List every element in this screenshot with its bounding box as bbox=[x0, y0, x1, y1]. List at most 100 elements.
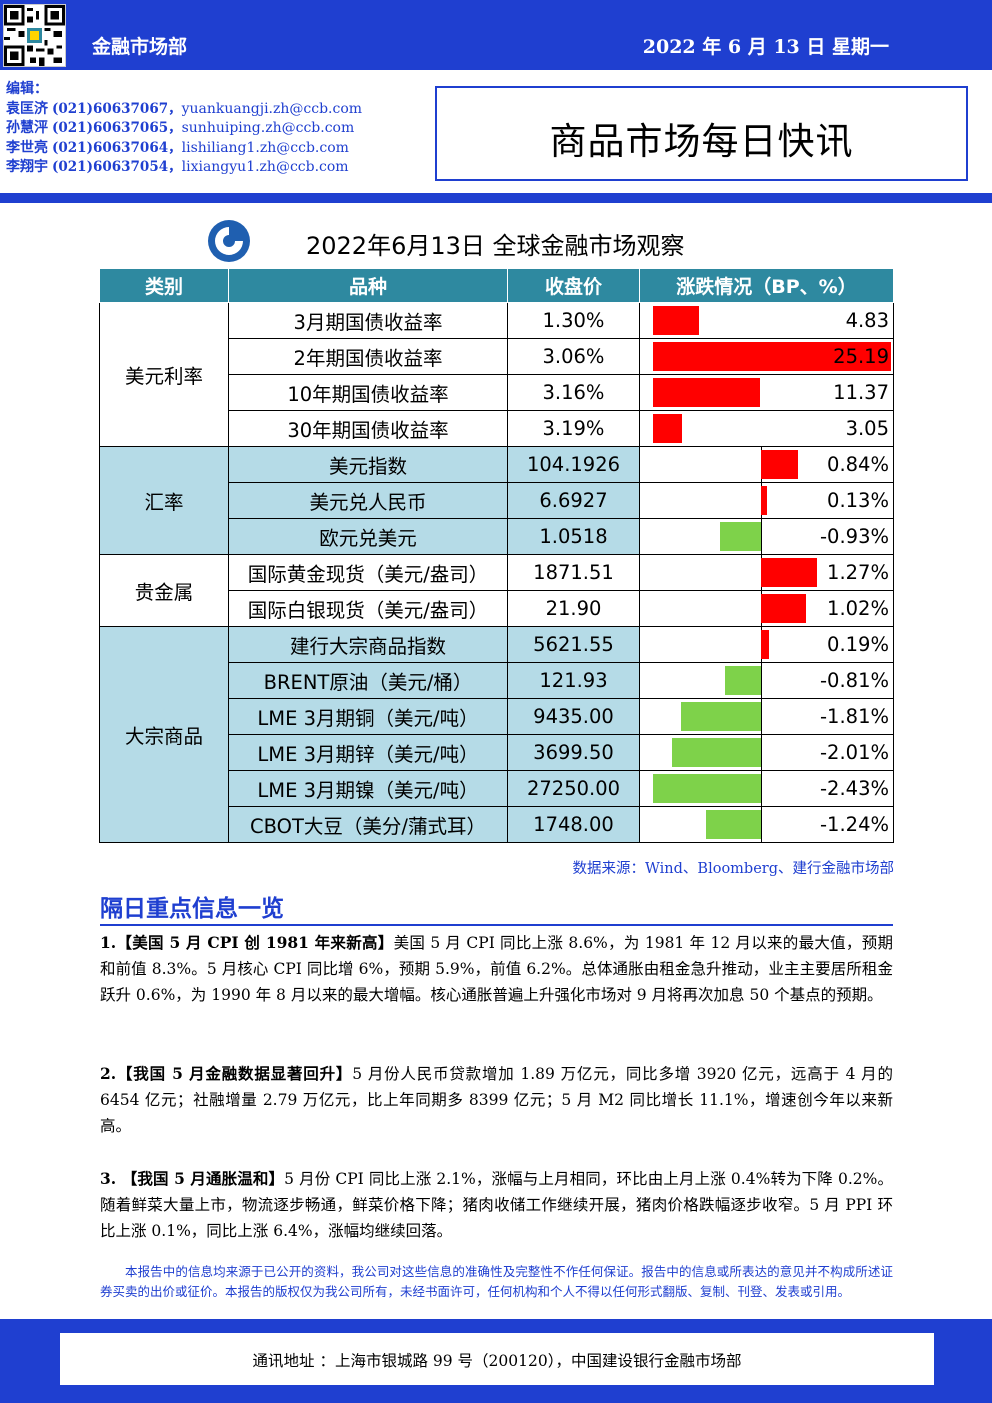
item-cell: 国际黄金现货（美元/盎司） bbox=[228, 554, 508, 591]
table-row: BRENT原油（美元/桶） 121.93 -0.81% bbox=[100, 662, 894, 699]
table-row: 汇率 美元指数 104.1926 0.84% bbox=[99, 446, 894, 555]
report-date: 2022 年 6 月 13 日 星期一 bbox=[642, 36, 889, 58]
close-cell: 121.93 bbox=[507, 662, 640, 699]
item-cell: 欧元兑美元 bbox=[228, 518, 508, 555]
zero-axis bbox=[761, 519, 762, 554]
item-cell: 美元指数 bbox=[228, 446, 508, 483]
table-row: LME 3月期镍（美元/吨） 27250.00 -2.43% bbox=[100, 770, 894, 807]
disclaimer: 本报告中的信息均来源于已公开的资料，我公司对这些信息的准确性及完整性不作任何保证… bbox=[100, 1264, 893, 1299]
news-item: 3. 【我国 5 月通胀温和】5 月份 CPI 同比上涨 2.1%，涨幅与上月相… bbox=[100, 1166, 893, 1244]
news-item-title: 1.【美国 5 月 CPI 创 1981 年来新高】 bbox=[100, 933, 394, 952]
item-cell: 国际白银现货（美元/盎司） bbox=[228, 590, 508, 627]
item-cell: 建行大宗商品指数 bbox=[228, 626, 508, 663]
change-value: -2.01% bbox=[820, 741, 889, 764]
close-cell: 3.16% bbox=[507, 374, 640, 411]
zero-axis bbox=[761, 807, 762, 842]
col-header-item: 品种 bbox=[228, 268, 508, 303]
editor-phone: (021)60637054， bbox=[52, 159, 182, 175]
item-cell: BRENT原油（美元/桶） bbox=[228, 662, 508, 699]
close-cell: 21.90 bbox=[507, 590, 640, 627]
change-value: 4.83 bbox=[845, 309, 889, 332]
change-value: 0.19% bbox=[827, 633, 889, 656]
change-value: 25.19 bbox=[833, 345, 889, 368]
item-cell: 10年期国债收益率 bbox=[228, 374, 508, 411]
editors-label: 编辑： bbox=[6, 81, 48, 97]
change-value: 1.27% bbox=[827, 561, 889, 584]
change-bar bbox=[719, 522, 761, 551]
table-row: CBOT大豆（美分/蒲式耳） 1748.00 -1.24% bbox=[100, 806, 894, 843]
col-header-close: 收盘价 bbox=[507, 268, 640, 303]
change-cell: 4.83 bbox=[639, 302, 894, 339]
news-heading: 隔日重点信息一览 bbox=[100, 896, 284, 922]
change-bar bbox=[705, 810, 761, 839]
news-item-body: 5 月份人民币贷款增加 1.89 万亿元，同比多增 3920 亿元，远高于 4 … bbox=[100, 1065, 893, 1135]
close-cell: 3.19% bbox=[507, 410, 640, 447]
header-bar: 金融市场部 2022 年 6 月 13 日 星期一 bbox=[0, 0, 992, 70]
market-table: 类别 品种 收盘价 涨跌情况（BP、%） 美元利率 3月期国债收益率 1.30%… bbox=[99, 268, 894, 843]
category-cell: 汇率 bbox=[99, 446, 229, 555]
footer-address: 通讯地址 ：上海市银城路 99 号（200120），中国建设银行金融市场部 bbox=[252, 1352, 742, 1370]
table-row: 10年期国债收益率 3.16% 11.37 bbox=[100, 374, 894, 411]
category-cell: 大宗商品 bbox=[99, 626, 229, 843]
change-bar bbox=[653, 342, 891, 371]
change-cell: -2.01% bbox=[639, 734, 894, 771]
change-cell: 11.37 bbox=[639, 374, 894, 411]
change-cell: 0.19% bbox=[639, 626, 894, 663]
editor-row: 李世亮 (021)60637064，lishiliang1.zh@ccb.com bbox=[6, 139, 362, 159]
change-value: 0.13% bbox=[827, 489, 889, 512]
change-cell: 1.02% bbox=[639, 590, 894, 627]
table-row: LME 3月期锌（美元/吨） 3699.50 -2.01% bbox=[100, 734, 894, 771]
close-cell: 1871.51 bbox=[507, 554, 640, 591]
data-source: 数据来源：Wind、Bloomberg、建行金融市场部 bbox=[572, 861, 894, 877]
col-header-category: 类别 bbox=[99, 268, 229, 303]
table-row: 2年期国债收益率 3.06% 25.19 bbox=[100, 338, 894, 375]
close-cell: 3699.50 bbox=[507, 734, 640, 771]
change-bar bbox=[680, 702, 761, 731]
zero-axis bbox=[761, 699, 762, 734]
change-cell: 1.27% bbox=[639, 554, 894, 591]
change-value: -1.81% bbox=[820, 705, 889, 728]
editor-phone: (021)60637064， bbox=[52, 139, 182, 156]
bank-logo-icon bbox=[204, 218, 254, 264]
change-bar bbox=[761, 558, 818, 587]
change-cell: -0.93% bbox=[639, 518, 894, 555]
change-value: -0.93% bbox=[820, 525, 889, 548]
editor-email[interactable]: lishiliang1.zh@ccb.com bbox=[181, 139, 349, 156]
editor-name: 李翔宇 bbox=[6, 159, 48, 175]
news-item-title: 2.【我国 5 月金融数据显著回升】 bbox=[100, 1064, 353, 1083]
table-header-row: 类别 品种 收盘价 涨跌情况（BP、%） bbox=[99, 268, 894, 303]
editor-row: 袁匡济 (021)60637067，yuankuangji.zh@ccb.com bbox=[6, 100, 362, 120]
editors-block: 编辑： 袁匡济 (021)60637067，yuankuangji.zh@ccb.… bbox=[6, 80, 362, 178]
table-row: 美元兑人民币 6.6927 0.13% bbox=[100, 482, 894, 519]
item-cell: 美元兑人民币 bbox=[228, 482, 508, 519]
news-divider bbox=[100, 924, 893, 926]
change-value: 3.05 bbox=[845, 417, 889, 440]
change-value: 0.84% bbox=[827, 453, 889, 476]
table-row: 大宗商品 建行大宗商品指数 5621.55 0.19% bbox=[99, 626, 894, 843]
editor-email[interactable]: lixiangyu1.zh@ccb.com bbox=[181, 159, 349, 175]
table-row: 欧元兑美元 1.0518 -0.93% bbox=[100, 518, 894, 555]
change-cell: -1.24% bbox=[639, 806, 894, 843]
change-value: -0.81% bbox=[820, 669, 889, 692]
category-cell: 贵金属 bbox=[99, 554, 229, 627]
change-bar bbox=[653, 774, 761, 803]
qr-code-icon bbox=[3, 4, 66, 67]
news-item-body: 美国 5 月 CPI 同比上涨 8.6%，为 1981 年 12 月以来的最大值… bbox=[100, 934, 893, 1004]
editor-phone: (021)60637065， bbox=[52, 120, 182, 136]
item-cell: LME 3月期镍（美元/吨） bbox=[228, 770, 508, 807]
close-cell: 104.1926 bbox=[507, 446, 640, 483]
col-header-change: 涨跌情况（BP、%） bbox=[639, 268, 894, 303]
close-cell: 6.6927 bbox=[507, 482, 640, 519]
news-item-title: 3. 【我国 5 月通胀温和】 bbox=[100, 1169, 285, 1188]
close-cell: 5621.55 bbox=[507, 626, 640, 663]
editor-email[interactable]: sunhuiping.zh@ccb.com bbox=[181, 120, 355, 136]
zero-axis bbox=[761, 771, 762, 806]
close-cell: 1748.00 bbox=[507, 806, 640, 843]
change-bar bbox=[671, 738, 761, 767]
change-cell: -1.81% bbox=[639, 698, 894, 735]
change-value: 1.02% bbox=[827, 597, 889, 620]
change-bar bbox=[653, 378, 761, 407]
department-name: 金融市场部 bbox=[92, 36, 188, 58]
editor-email[interactable]: yuankuangji.zh@ccb.com bbox=[181, 100, 363, 117]
item-cell: 2年期国债收益率 bbox=[228, 338, 508, 375]
